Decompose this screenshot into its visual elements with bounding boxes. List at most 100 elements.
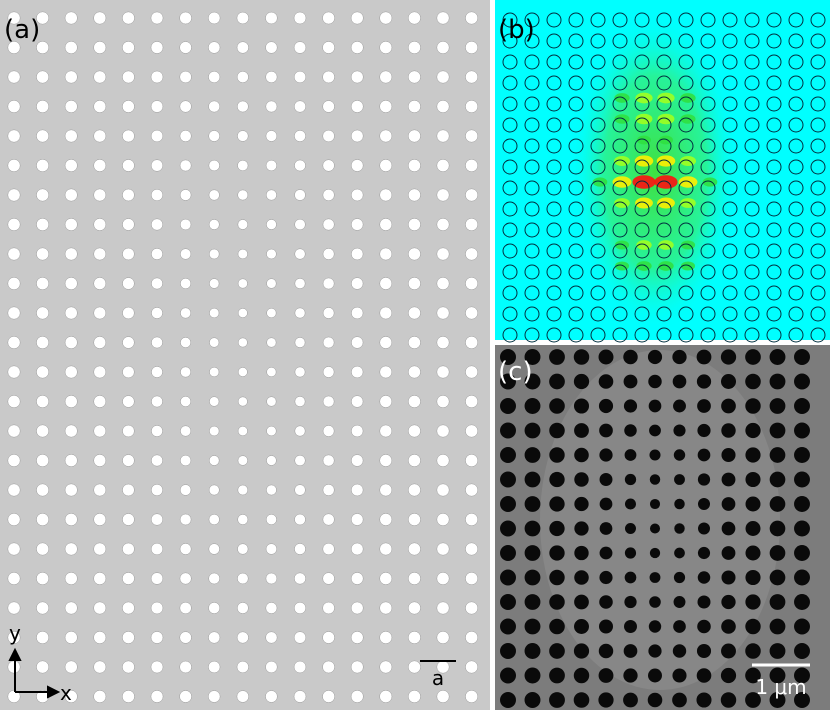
hole-outline xyxy=(502,33,518,49)
hole xyxy=(122,129,135,143)
hole xyxy=(465,483,479,497)
hole xyxy=(150,601,164,615)
hole-outline xyxy=(678,96,694,112)
hole xyxy=(36,306,50,320)
hole xyxy=(266,425,277,437)
hole xyxy=(697,571,711,584)
hole xyxy=(179,11,192,25)
hole-outline xyxy=(634,96,650,112)
hole-outline xyxy=(546,33,562,49)
hole-outline xyxy=(766,306,782,322)
hole xyxy=(407,159,421,172)
hole xyxy=(465,70,479,84)
hole xyxy=(379,247,393,261)
hole xyxy=(672,668,687,683)
hole xyxy=(379,690,393,703)
hole-outline xyxy=(612,285,628,301)
hole xyxy=(379,454,393,467)
hole xyxy=(151,307,163,319)
hole xyxy=(208,100,221,113)
hole xyxy=(720,667,737,684)
hole-outline xyxy=(634,243,650,259)
hole xyxy=(122,218,135,231)
hole xyxy=(624,571,637,584)
hole xyxy=(293,70,307,84)
hole-outline xyxy=(568,54,584,70)
hole xyxy=(208,219,220,230)
hole xyxy=(549,618,565,635)
hole xyxy=(350,513,364,526)
hole xyxy=(294,513,306,526)
hole xyxy=(721,546,736,560)
hole xyxy=(673,399,686,413)
hole xyxy=(237,278,248,289)
hole xyxy=(150,542,164,556)
hole xyxy=(745,667,761,684)
hole xyxy=(407,188,421,202)
hole xyxy=(293,41,307,54)
hole xyxy=(93,454,107,467)
hole xyxy=(649,596,661,608)
hole-outline xyxy=(634,222,650,238)
hole-outline xyxy=(810,222,826,238)
hole xyxy=(322,572,335,585)
hole xyxy=(150,129,164,143)
hole xyxy=(209,396,220,407)
hole xyxy=(208,189,220,201)
hole-outline xyxy=(810,33,826,49)
hole xyxy=(407,454,421,467)
hole-outline xyxy=(502,264,518,280)
hole xyxy=(407,41,421,54)
hole-outline xyxy=(634,33,650,49)
hole xyxy=(500,643,516,659)
hole xyxy=(151,336,163,349)
hole xyxy=(745,398,761,414)
hole xyxy=(745,447,761,463)
hole xyxy=(500,545,516,561)
hole xyxy=(436,218,450,231)
panel-label: (b) xyxy=(498,15,535,45)
hole xyxy=(122,100,135,113)
hole-outline xyxy=(612,54,628,70)
hole xyxy=(293,690,307,703)
hole xyxy=(794,545,810,561)
hole-outline xyxy=(612,12,628,28)
panel-a-bg xyxy=(0,0,490,710)
hole xyxy=(180,366,192,378)
hole xyxy=(465,247,479,261)
hole xyxy=(549,667,565,684)
hole xyxy=(379,129,393,143)
hole-outline xyxy=(722,243,738,259)
hole xyxy=(265,11,278,25)
hole xyxy=(179,130,192,142)
hole xyxy=(64,306,78,320)
hole xyxy=(237,367,248,377)
hole xyxy=(599,595,613,609)
hole-outline xyxy=(678,306,694,322)
hole xyxy=(436,100,450,113)
hole xyxy=(180,425,192,437)
hole-outline xyxy=(524,306,540,322)
hole-outline xyxy=(722,222,738,238)
hole-outline xyxy=(744,54,760,70)
hole xyxy=(351,454,364,467)
hole xyxy=(672,644,687,658)
hole xyxy=(237,426,248,436)
hole xyxy=(180,337,192,348)
hole-outline xyxy=(634,285,650,301)
hole xyxy=(524,643,541,659)
hole xyxy=(36,188,50,202)
hole xyxy=(500,667,516,684)
hole xyxy=(64,365,78,379)
hole-outline xyxy=(810,117,826,133)
hole xyxy=(745,618,761,635)
hole xyxy=(500,349,516,365)
hole xyxy=(697,595,711,609)
hole xyxy=(794,447,810,463)
hole-outline xyxy=(766,327,782,343)
hole xyxy=(36,631,50,644)
hole xyxy=(721,521,736,536)
hole xyxy=(351,306,364,320)
hole-outline xyxy=(722,159,738,175)
hole xyxy=(549,545,565,561)
